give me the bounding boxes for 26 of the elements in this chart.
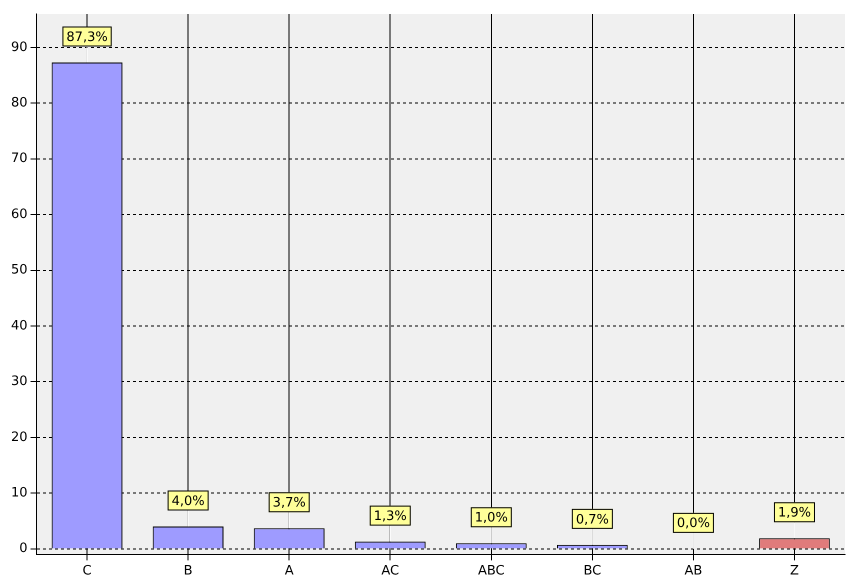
data-label: 1,9%: [778, 506, 811, 521]
x-tick-label: A: [284, 564, 294, 579]
y-tick-label: 0: [19, 541, 28, 556]
y-tick-label: 40: [10, 318, 28, 334]
data-label: 4,0%: [172, 494, 205, 509]
x-tick-label: ABC: [478, 564, 505, 579]
x-tick-label: AB: [684, 564, 702, 579]
x-tick-label: C: [82, 564, 92, 579]
data-label: 1,0%: [474, 510, 508, 526]
y-tick-label: 50: [10, 262, 28, 278]
data-label: 3,7%: [272, 496, 306, 511]
y-tick-label: 70: [10, 151, 28, 166]
y-tick-label: 10: [10, 485, 28, 500]
y-tick-label: 80: [10, 96, 28, 111]
data-label: 0,0%: [676, 516, 710, 532]
x-tick-label: BC: [583, 564, 602, 579]
y-tick-label: 20: [10, 430, 28, 445]
y-tick-label: 60: [10, 206, 28, 222]
y-tick-label: 30: [10, 374, 28, 390]
y-tick-label: 90: [10, 40, 28, 55]
x-tick-label: AC: [381, 564, 400, 579]
x-tick-label: Z: [790, 564, 800, 579]
data-label: 0,7%: [576, 512, 609, 528]
data-label: 1,3%: [374, 508, 407, 524]
x-tick-label: B: [184, 564, 193, 579]
data-label: 87,3%: [66, 30, 108, 45]
